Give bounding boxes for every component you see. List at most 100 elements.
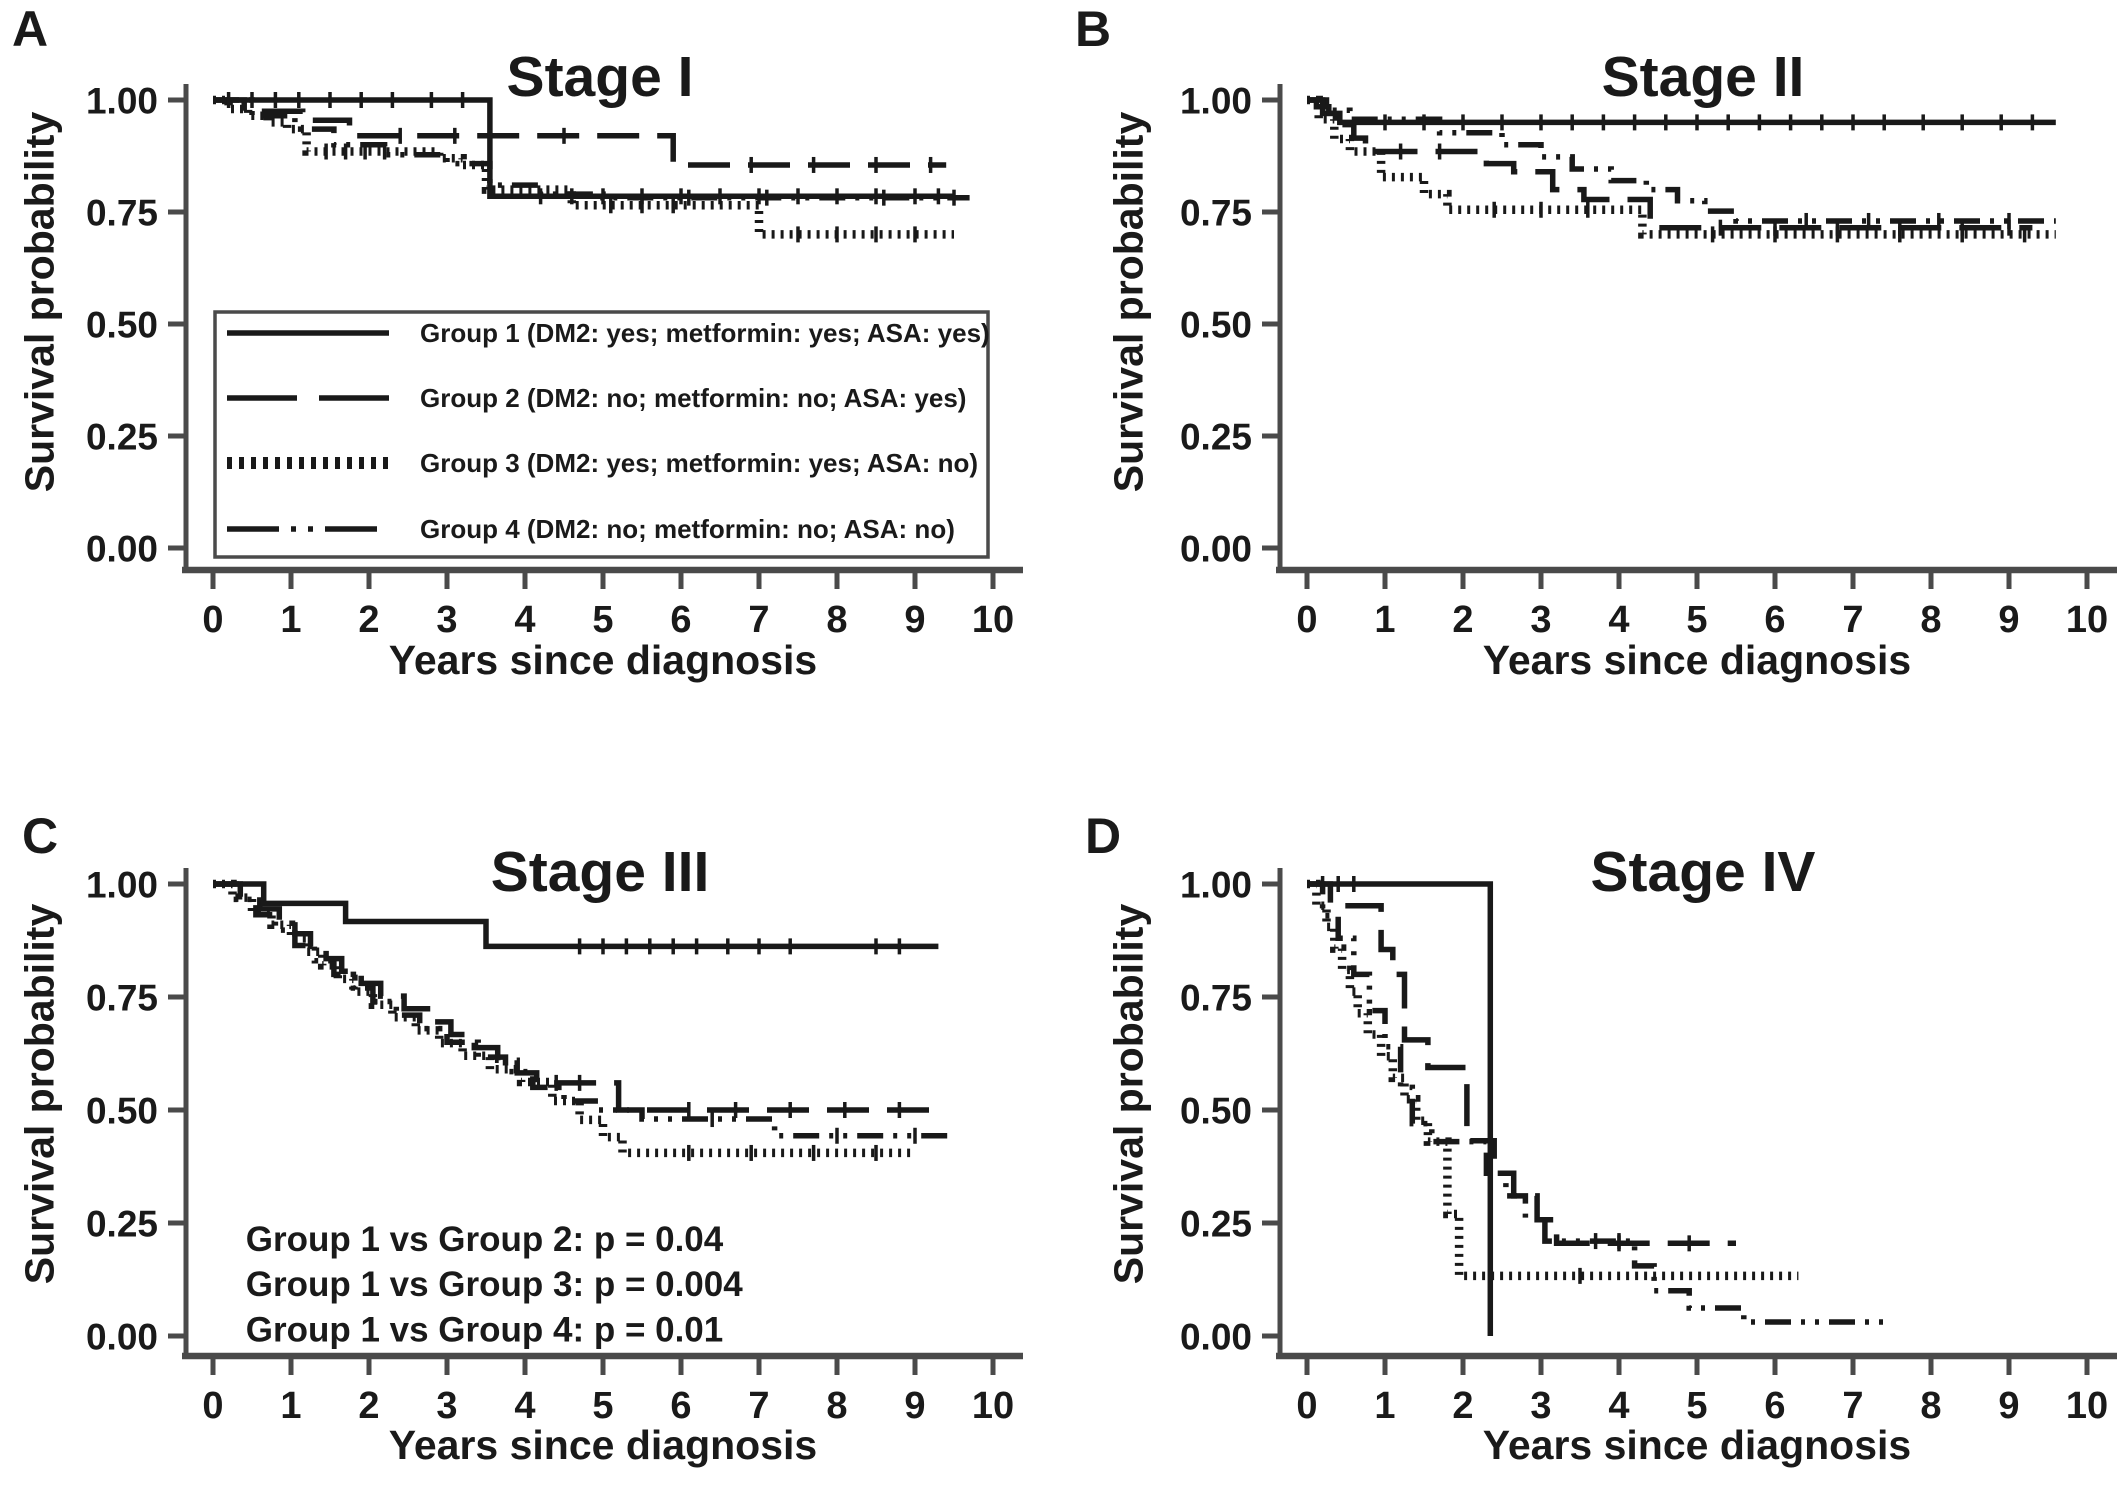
km-curve-group-1 bbox=[213, 881, 939, 955]
x-axis-label: Years since diagnosis bbox=[388, 637, 818, 683]
stage-4-km-chart: 0.00 0.25 0.50 0.75 1.00 0 1 2 3 4 5 6 7 8 9 10 bbox=[1180, 864, 2117, 1427]
curve-path bbox=[1307, 97, 2033, 231]
x-tick-label: 6 bbox=[670, 1385, 691, 1427]
x-tick-label: 10 bbox=[2066, 1385, 2108, 1427]
legend-box bbox=[213, 310, 990, 559]
x-tick-label: 0 bbox=[1296, 1385, 1317, 1427]
x-tick-label: 7 bbox=[1842, 1385, 1863, 1427]
x-tick-label: 1 bbox=[1374, 1385, 1395, 1427]
km-curve-group-4 bbox=[1307, 97, 2056, 229]
x-tick-label: 10 bbox=[972, 1385, 1014, 1427]
x-tick-label: 8 bbox=[826, 599, 847, 641]
km-curve-group-3 bbox=[1307, 879, 1799, 1284]
y-tick-label: 1.00 bbox=[1180, 80, 1252, 121]
y-tick-label: 0.50 bbox=[1180, 1090, 1252, 1131]
panel-a-stage-1: A Stage I Survival probability Years sin… bbox=[0, 0, 1063, 746]
x-tick-label: 3 bbox=[436, 599, 457, 641]
legend-label-group-1: Group 1 (DM2: yes; metformin: yes; ASA: … bbox=[420, 318, 990, 348]
panel-letter-b: B bbox=[1075, 1, 1112, 57]
y-tick-label: 1.00 bbox=[86, 864, 158, 905]
x-axis-label: Years since diagnosis bbox=[1482, 1422, 1912, 1468]
curve-path bbox=[213, 97, 947, 168]
km-curve-group-1 bbox=[1307, 97, 2056, 131]
x-tick-label: 6 bbox=[1764, 1385, 1785, 1427]
y-tick-label: 1.00 bbox=[1180, 864, 1252, 905]
curve-path bbox=[213, 95, 954, 239]
pvalue-annotation: Group 1 vs Group 4: p = 0.01 bbox=[246, 1310, 724, 1349]
x-tick-label: 4 bbox=[1608, 1385, 1629, 1427]
km-curve-group-2 bbox=[1307, 97, 2033, 236]
x-tick-label: 5 bbox=[1686, 599, 1707, 641]
x-tick-label: 4 bbox=[1608, 599, 1629, 641]
x-tick-label: 5 bbox=[1686, 1385, 1707, 1427]
curve-path bbox=[213, 881, 939, 950]
panel-title-stage-4: Stage IV bbox=[1590, 840, 1816, 905]
pvalue-annotation: Group 1 vs Group 3: p = 0.004 bbox=[246, 1265, 743, 1304]
panel-d-stage-4: D Stage IV Survival probability Years si… bbox=[1063, 745, 2126, 1491]
x-tick-label: 4 bbox=[514, 1385, 535, 1427]
legend-label-group-4: Group 4 (DM2: no; metformin: no; ASA: no… bbox=[420, 514, 955, 544]
curve-path bbox=[1307, 879, 1799, 1281]
curve-path bbox=[1307, 97, 2056, 126]
panel-title-stage-3: Stage III bbox=[490, 840, 710, 905]
y-tick-label: 0.00 bbox=[1180, 528, 1252, 569]
km-curve-group-2 bbox=[213, 97, 947, 173]
y-tick-label: 0.25 bbox=[86, 1203, 158, 1244]
x-tick-label: 1 bbox=[280, 1385, 301, 1427]
km-curve-group-1 bbox=[1307, 876, 1494, 1336]
x-tick-label: 6 bbox=[670, 599, 691, 641]
y-tick-label: 0.50 bbox=[86, 304, 158, 345]
stage-1-km-chart: 0.00 0.25 0.50 0.75 1.00 0 1 2 3 4 5 6 7 8 9 10 Group 1 … bbox=[86, 80, 1023, 641]
x-tick-label: 8 bbox=[1920, 1385, 1941, 1427]
curve-path bbox=[213, 97, 970, 201]
legend: Group 1 (DM2: yes; metformin: yes; ASA: … bbox=[213, 310, 990, 559]
y-tick-label: 0.00 bbox=[1180, 1316, 1252, 1357]
curve-path bbox=[1307, 881, 1494, 1336]
curve-path bbox=[1307, 97, 2056, 224]
y-tick-label: 0.25 bbox=[1180, 1203, 1252, 1244]
y-tick-label: 0.50 bbox=[86, 1090, 158, 1131]
curve-path bbox=[1307, 95, 2056, 239]
x-tick-label: 5 bbox=[592, 599, 613, 641]
stage-2-km-chart: 0.00 0.25 0.50 0.75 1.00 0 1 2 3 4 5 6 7 8 9 10 bbox=[1180, 80, 2117, 641]
x-tick-label: 10 bbox=[2066, 599, 2108, 641]
y-tick-label: 0.75 bbox=[1180, 192, 1252, 233]
x-tick-label: 8 bbox=[1920, 599, 1941, 641]
y-tick-label: 0.25 bbox=[1180, 416, 1252, 457]
panel-title-stage-2: Stage II bbox=[1601, 45, 1805, 110]
y-tick-label: 0.25 bbox=[86, 416, 158, 457]
x-tick-label: 9 bbox=[1998, 599, 2019, 641]
y-tick-label: 0.00 bbox=[86, 1316, 158, 1357]
x-tick-label: 4 bbox=[514, 599, 535, 641]
km-curve-group-2 bbox=[1307, 881, 1736, 1252]
x-tick-label: 3 bbox=[436, 1385, 457, 1427]
x-tick-label: 1 bbox=[280, 599, 301, 641]
x-tick-label: 10 bbox=[972, 599, 1014, 641]
legend-label-group-3: Group 3 (DM2: yes; metformin: yes; ASA: … bbox=[420, 448, 978, 478]
curve-path bbox=[213, 881, 954, 1139]
y-tick-label: 1.00 bbox=[86, 80, 158, 121]
x-tick-label: 2 bbox=[358, 1385, 379, 1427]
km-curve-group-4 bbox=[213, 881, 954, 1144]
y-tick-label: 0.75 bbox=[86, 192, 158, 233]
x-tick-label: 9 bbox=[904, 599, 925, 641]
pvalue-annotation: Group 1 vs Group 2: p = 0.04 bbox=[246, 1220, 724, 1259]
stage-3-km-chart: 0.00 0.25 0.50 0.75 1.00 0 1 2 3 4 5 6 7 8 9 10 Group 1 … bbox=[86, 864, 1023, 1427]
x-tick-label: 0 bbox=[202, 1385, 223, 1427]
y-tick-label: 0.75 bbox=[1180, 977, 1252, 1018]
y-tick-label: 0.75 bbox=[86, 977, 158, 1018]
x-tick-label: 3 bbox=[1530, 1385, 1551, 1427]
y-tick-label: 0.00 bbox=[86, 528, 158, 569]
panel-letter-d: D bbox=[1085, 808, 1122, 864]
panel-c-stage-3: C Stage III Survival probability Years s… bbox=[0, 745, 1063, 1491]
curve-path bbox=[213, 881, 939, 1113]
x-tick-label: 7 bbox=[748, 599, 769, 641]
x-tick-label: 2 bbox=[1452, 599, 1473, 641]
x-tick-label: 2 bbox=[1452, 1385, 1473, 1427]
curve-path bbox=[1307, 881, 1736, 1247]
km-curve-group-1 bbox=[213, 92, 954, 205]
x-tick-label: 2 bbox=[358, 599, 379, 641]
x-tick-label: 0 bbox=[1296, 599, 1317, 641]
x-tick-label: 9 bbox=[1998, 1385, 2019, 1427]
